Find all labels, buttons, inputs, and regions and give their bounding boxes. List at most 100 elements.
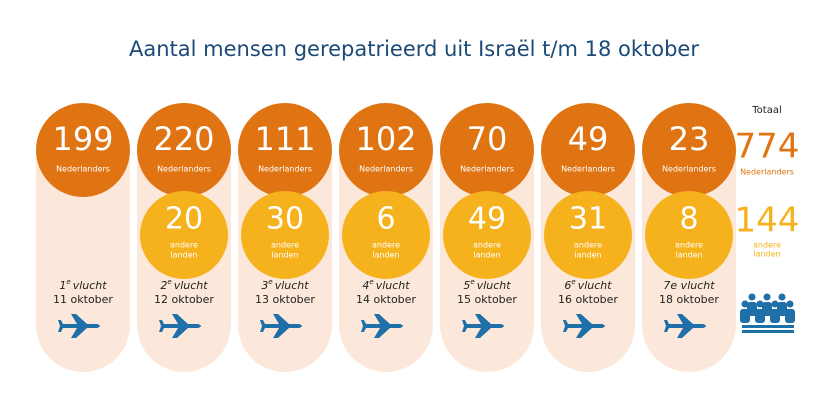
- dutch-circle: [642, 103, 736, 197]
- flight-number: 5: [463, 279, 470, 292]
- other-count: 49: [468, 202, 506, 237]
- flight-sup: e: [470, 278, 474, 286]
- other-label: andere: [675, 241, 703, 250]
- flight-sup: e: [268, 278, 272, 286]
- flight-label: 1e vlucht: [59, 278, 107, 292]
- other-label: landen: [372, 251, 399, 260]
- dutch-count: 111: [254, 120, 315, 158]
- other-label: andere: [574, 241, 602, 250]
- other-label: landen: [271, 251, 298, 260]
- flight-word: vlucht: [376, 279, 411, 292]
- other-label: landen: [574, 251, 601, 260]
- other-circle: [544, 191, 632, 279]
- other-circle: [241, 191, 329, 279]
- person-body: [770, 309, 780, 323]
- people-base: [742, 325, 794, 328]
- total-other: 144: [735, 201, 800, 241]
- other-label: andere: [372, 241, 400, 250]
- dutch-circle: [339, 103, 433, 197]
- other-circle: [140, 191, 228, 279]
- plane-icon: [159, 314, 201, 338]
- flight-date: 16 oktober: [558, 293, 618, 306]
- dutch-label: Nederlanders: [662, 165, 716, 174]
- dutch-label: Nederlanders: [359, 165, 413, 174]
- other-label: andere: [473, 241, 501, 250]
- dutch-circle: [238, 103, 332, 197]
- dutch-label: Nederlanders: [157, 165, 211, 174]
- flight-label: 7e vlucht: [663, 279, 715, 292]
- other-count: 20: [165, 202, 203, 237]
- dutch-label: Nederlanders: [561, 165, 615, 174]
- other-label: andere: [170, 241, 198, 250]
- dutch-count: 23: [669, 120, 710, 158]
- dutch-label: Nederlanders: [258, 165, 312, 174]
- flight-number: 6: [564, 279, 571, 292]
- flight-label: 4e vlucht: [362, 278, 410, 292]
- dutch-circle: [36, 103, 130, 197]
- other-count: 31: [569, 202, 607, 237]
- person-head: [756, 300, 764, 308]
- person-head: [748, 293, 756, 301]
- other-label: landen: [473, 251, 500, 260]
- plane-icon: [58, 314, 100, 338]
- flight-number: 2: [160, 279, 167, 292]
- dutch-count: 49: [568, 120, 609, 158]
- total-other-label: landen: [753, 250, 780, 259]
- person-body: [755, 309, 765, 323]
- total-dutch-label: Nederlanders: [740, 168, 794, 177]
- flight-date: 14 oktober: [356, 293, 416, 306]
- flight-word: vlucht: [275, 279, 310, 292]
- person-head: [771, 300, 779, 308]
- other-circle: [443, 191, 531, 279]
- flight-label: 5e vlucht: [463, 278, 511, 292]
- dutch-circle: [137, 103, 231, 197]
- total-other-label: andere: [753, 241, 781, 250]
- flight-word: vlucht: [578, 279, 613, 292]
- flight-date: 13 oktober: [255, 293, 315, 306]
- dutch-count: 102: [355, 120, 416, 158]
- other-circle: [645, 191, 733, 279]
- other-label: landen: [675, 251, 702, 260]
- total-heading: Totaal: [751, 105, 781, 116]
- flight-label: 6e vlucht: [564, 278, 612, 292]
- plane-icon: [260, 314, 302, 338]
- person-head: [763, 293, 771, 301]
- dutch-label: Nederlanders: [460, 165, 514, 174]
- person-head: [741, 300, 749, 308]
- flight-date: 18 oktober: [659, 293, 719, 306]
- plane-icon: [361, 314, 403, 338]
- flight-date: 11 oktober: [53, 293, 113, 306]
- dutch-count: 70: [467, 120, 508, 158]
- flight-sup: e: [369, 278, 373, 286]
- flight-date: 12 oktober: [154, 293, 214, 306]
- people-base: [742, 330, 794, 333]
- dutch-count: 220: [153, 120, 214, 158]
- plane-icon: [563, 314, 605, 338]
- flight-word: vlucht: [477, 279, 512, 292]
- title: Aantal mensen gerepatrieerd uit Israël t…: [129, 37, 699, 61]
- other-count: 8: [679, 202, 698, 237]
- person-body: [740, 309, 750, 323]
- dutch-circle: [440, 103, 534, 197]
- people-icon: [740, 293, 795, 333]
- other-label: landen: [170, 251, 197, 260]
- other-count: 6: [376, 202, 395, 237]
- flight-date: 15 oktober: [457, 293, 517, 306]
- flight-number: 3: [261, 279, 268, 292]
- flight-label: 3e vlucht: [261, 278, 309, 292]
- flight-label: 2e vlucht: [160, 278, 208, 292]
- flight-sup: e: [167, 278, 171, 286]
- person-body: [785, 309, 795, 323]
- dutch-circle: [541, 103, 635, 197]
- dutch-label: Nederlanders: [56, 165, 110, 174]
- dutch-count: 199: [52, 120, 113, 158]
- flight-word: vlucht: [73, 279, 108, 292]
- person-head: [778, 293, 786, 301]
- flight-number: 1: [59, 279, 66, 292]
- person-head: [786, 300, 794, 308]
- other-count: 30: [266, 202, 304, 237]
- flight-sup: e: [571, 278, 575, 286]
- total-dutch: 774: [735, 127, 800, 167]
